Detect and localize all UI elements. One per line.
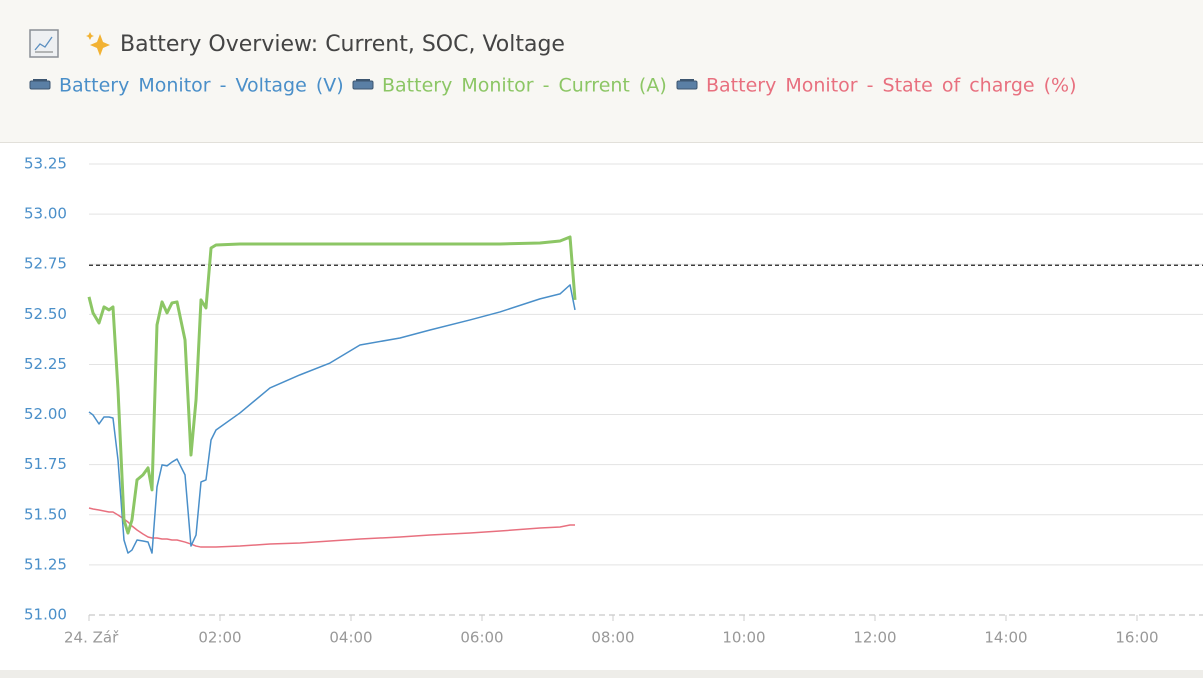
x-tick-label: 12:00 bbox=[853, 629, 896, 647]
legend-icon-cap bbox=[680, 79, 694, 81]
x-tick-label: 24. Zář bbox=[64, 629, 119, 647]
chart-title: Battery Overview: Current, SOC, Voltage bbox=[120, 32, 565, 57]
series-line bbox=[87, 235, 577, 535]
series-line bbox=[88, 507, 576, 548]
sparkle-icon bbox=[86, 32, 110, 56]
legend-item: Battery Monitor - State of charge (%) bbox=[676, 75, 1076, 97]
y-tick-label: 51.75 bbox=[24, 455, 67, 473]
x-tick-label: 06:00 bbox=[460, 629, 503, 647]
legend-item: Battery Monitor - Voltage (V) bbox=[29, 75, 344, 97]
x-tick-label: 08:00 bbox=[591, 629, 634, 647]
footer-bg bbox=[0, 670, 1203, 678]
x-tick-label: 16:00 bbox=[1115, 629, 1158, 647]
y-tick-label: 51.00 bbox=[24, 606, 67, 624]
legend-icon bbox=[29, 80, 51, 90]
y-tick-label: 52.00 bbox=[24, 405, 67, 423]
x-tick-label: 14:00 bbox=[984, 629, 1027, 647]
chart-icon bbox=[29, 29, 59, 58]
legend-item: Battery Monitor - Current (A) bbox=[352, 75, 667, 97]
series-line bbox=[88, 284, 576, 554]
legend-icon bbox=[352, 80, 374, 90]
x-tick-label: 02:00 bbox=[198, 629, 241, 647]
y-tick-label: 51.25 bbox=[24, 555, 67, 573]
y-tick-label: 52.25 bbox=[24, 355, 67, 373]
legend-icon-cap bbox=[33, 79, 47, 81]
legend-icon bbox=[676, 80, 698, 90]
y-tick-label: 52.75 bbox=[24, 255, 67, 273]
x-tick-label: 10:00 bbox=[722, 629, 765, 647]
legend-label: Battery Monitor - Current (A) bbox=[382, 75, 667, 97]
header-bg bbox=[0, 0, 1203, 142]
y-tick-label: 53.00 bbox=[24, 205, 67, 223]
legend: Battery Monitor - Voltage (V) Battery Mon… bbox=[29, 75, 1076, 97]
y-tick-label: 52.50 bbox=[24, 305, 67, 323]
legend-label: Battery Monitor - State of charge (%) bbox=[706, 75, 1076, 97]
legend-icon-cap bbox=[356, 79, 370, 81]
x-tick-label: 04:00 bbox=[329, 629, 372, 647]
y-tick-label: 51.50 bbox=[24, 505, 67, 523]
y-tick-label: 53.25 bbox=[24, 155, 67, 173]
legend-label: Battery Monitor - Voltage (V) bbox=[59, 75, 344, 97]
